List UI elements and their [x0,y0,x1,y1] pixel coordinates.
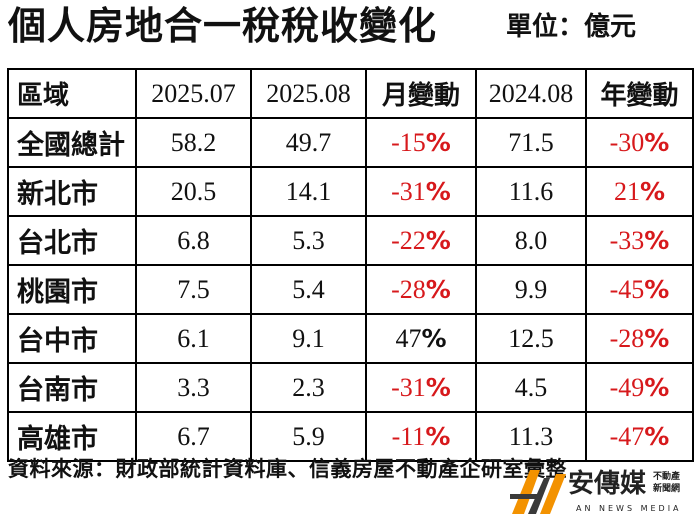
logo-side-line-1: 不動產 [653,472,681,482]
yearly-change-cell: -33% [585,215,694,266]
column-header-2025-07: 2025.07 [135,68,252,119]
value-2024-08: 11.3 [475,411,587,462]
monthly-change-cell: -11% [365,411,477,462]
logo-english-text: AN NEWS MEDIA [576,504,682,513]
value-2024-08: 11.6 [475,166,587,217]
table-header-row: 區域 2025.07 2025.08 月變動 2024.08 年變動 [7,68,694,119]
an-news-media-logo: 安傳媒 不動產 新聞網 AN NEWS MEDIA [510,462,696,522]
value-2025-08: 2.3 [250,362,367,413]
yearly-change-cell: -49% [585,362,694,413]
value-2025-08: 5.3 [250,215,367,266]
value-2025-07: 58.2 [135,117,252,168]
value-2025-07: 6.8 [135,215,252,266]
table-row: 高雄市 6.7 5.9 -11% 11.3 -47% [7,411,694,462]
monthly-change-cell: -31% [365,362,477,413]
value-2024-08: 12.5 [475,313,587,364]
value-2025-07: 6.7 [135,411,252,462]
yearly-change-cell: 21% [585,166,694,217]
value-2025-08: 5.9 [250,411,367,462]
value-2024-08: 4.5 [475,362,587,413]
monthly-change-cell: 47% [365,313,477,364]
an-news-logo-icon [510,470,566,514]
value-2024-08: 9.9 [475,264,587,315]
region-cell: 台北市 [7,215,137,266]
value-2024-08: 71.5 [475,117,587,168]
column-header-monthly-change: 月變動 [365,68,477,119]
region-cell: 台南市 [7,362,137,413]
table-row: 新北市 20.5 14.1 -31% 11.6 21% [7,166,694,217]
yearly-change-cell: -47% [585,411,694,462]
logo-side-line-2: 新聞網 [653,484,681,494]
yearly-change-cell: -30% [585,117,694,168]
value-2025-07: 3.3 [135,362,252,413]
column-header-region: 區域 [7,68,137,119]
table-row: 全國總計 58.2 49.7 -15% 71.5 -30% [7,117,694,168]
column-header-2025-08: 2025.08 [250,68,367,119]
region-cell: 台中市 [7,313,137,364]
page-title: 個人房地合一稅稅收變化 [8,4,438,48]
yearly-change-cell: -45% [585,264,694,315]
logo-side-text: 不動產 新聞網 [653,471,680,495]
region-cell: 桃園市 [7,264,137,315]
value-2025-08: 9.1 [250,313,367,364]
table-row: 桃園市 7.5 5.4 -28% 9.9 -45% [7,264,694,315]
value-2025-07: 7.5 [135,264,252,315]
table-row: 台南市 3.3 2.3 -31% 4.5 -49% [7,362,694,413]
column-header-2024-08: 2024.08 [475,68,587,119]
value-2025-07: 20.5 [135,166,252,217]
logo-brand-text: 安傳媒 [568,469,647,499]
monthly-change-cell: -31% [365,166,477,217]
value-2025-08: 5.4 [250,264,367,315]
yearly-change-cell: -28% [585,313,694,364]
value-2025-08: 14.1 [250,166,367,217]
monthly-change-cell: -15% [365,117,477,168]
unit-label: 單位：億元 [506,12,637,42]
monthly-change-cell: -28% [365,264,477,315]
region-cell: 高雄市 [7,411,137,462]
value-2025-08: 49.7 [250,117,367,168]
region-cell: 新北市 [7,166,137,217]
value-2025-07: 6.1 [135,313,252,364]
table-row: 台北市 6.8 5.3 -22% 8.0 -33% [7,215,694,266]
table-row: 台中市 6.1 9.1 47% 12.5 -28% [7,313,694,364]
monthly-change-cell: -22% [365,215,477,266]
data-source-note: 資料來源：財政部統計資料庫、信義房屋不動產企研室彙整 [8,457,567,481]
tax-revenue-table: 區域 2025.07 2025.08 月變動 2024.08 年變動 全國總計 … [7,68,694,462]
value-2024-08: 8.0 [475,215,587,266]
region-cell: 全國總計 [7,117,137,168]
column-header-yearly-change: 年變動 [585,68,694,119]
